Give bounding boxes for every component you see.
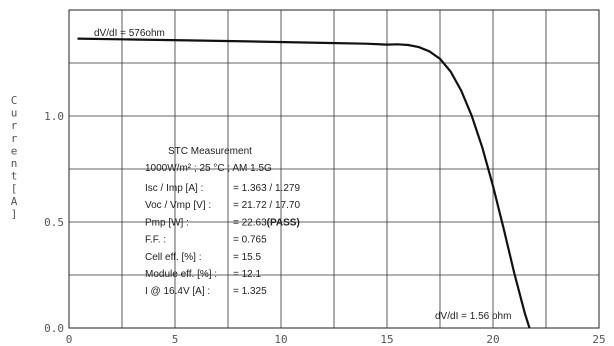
info-row-value: = 15.5 xyxy=(233,252,262,263)
info-row-label: Module eff. [%] : xyxy=(145,269,217,280)
axes: 0 5 10 15 20 25 0.0 0.5 1.0 xyxy=(44,110,606,346)
y-tick-label: 1.0 xyxy=(44,110,64,123)
series-line xyxy=(77,37,531,329)
x-tick-label: 10 xyxy=(274,333,287,346)
y-axis-label-char: e xyxy=(11,144,18,157)
info-row-value: = 21.72 / 17.70 xyxy=(233,200,300,211)
info-row-label: F.F. : xyxy=(145,235,166,246)
y-axis-label-char: r xyxy=(11,132,18,145)
x-tick-label: 20 xyxy=(486,333,499,346)
y-axis-label-char: u xyxy=(11,107,18,120)
info-row-label: I @ 16.4V [A] : xyxy=(145,286,210,297)
y-axis-label-char: r xyxy=(11,119,18,132)
y-axis-label-char: [ xyxy=(11,182,18,195)
info-row-value: = 1.363 / 1.279 xyxy=(233,183,300,194)
y-axis-label-char: A xyxy=(11,195,18,208)
info-box: STC Measurement 1000W/m² ; 25 °C ; AM 1.… xyxy=(145,146,300,297)
info-row-value: = 0.765 xyxy=(233,235,267,246)
info-row-label: Cell eff. [%] : xyxy=(145,252,202,263)
info-row-label: Pmp [W] : xyxy=(145,217,189,228)
info-row-value: = 12.1 xyxy=(233,269,262,280)
y-tick-label: 0.5 xyxy=(44,216,64,229)
y-axis-label-char: t xyxy=(11,170,18,183)
info-row-value: = 22.63(PASS) xyxy=(233,217,300,228)
x-tick-label: 25 xyxy=(592,333,605,346)
info-rows: Isc / Imp [A] : = 1.363 / 1.279 Voc / Vmp … xyxy=(145,183,300,297)
y-axis-label-char: C xyxy=(11,94,18,107)
y-axis-label-char: ] xyxy=(11,207,18,220)
y-tick-label: 0.0 xyxy=(44,322,64,335)
x-tick-label: 5 xyxy=(172,333,179,346)
info-conditions: 1000W/m² ; 25 °C ; AM 1.5G xyxy=(145,163,272,174)
info-row-label: Voc / Vmp [V] : xyxy=(145,200,211,211)
info-row-label: Isc / Imp [A] : xyxy=(145,183,203,194)
grid xyxy=(69,10,599,328)
x-tick-label: 0 xyxy=(66,333,73,346)
info-title: STC Measurement xyxy=(168,146,252,157)
y-axis-label-char: n xyxy=(11,157,18,170)
annotation-bottom-right: dV/dI = 1.56 ohm xyxy=(435,311,511,322)
info-row-suffix: (PASS) xyxy=(267,217,300,228)
x-tick-label: 15 xyxy=(380,333,393,346)
info-row-value: = 1.325 xyxy=(233,286,267,297)
annotation-top-left: dV/dI = 576ohm xyxy=(94,28,165,39)
